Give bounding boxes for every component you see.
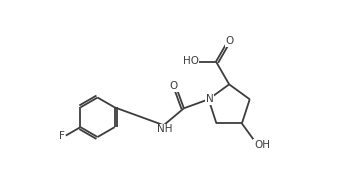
Text: OH: OH bbox=[254, 140, 270, 150]
Text: O: O bbox=[170, 81, 178, 91]
Text: N: N bbox=[206, 94, 213, 104]
Text: O: O bbox=[225, 36, 234, 46]
Text: NH: NH bbox=[157, 124, 172, 134]
Text: HO: HO bbox=[183, 56, 199, 66]
Text: F: F bbox=[59, 131, 65, 141]
